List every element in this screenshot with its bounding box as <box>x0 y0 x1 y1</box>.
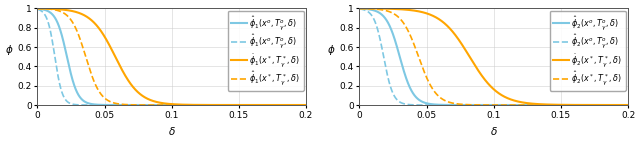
$\hat{\phi}_2(x^o, T^o_\gamma, \delta)$ <box>356 8 364 10</box>
$\dot{\phi}_2(x^*, T^*_\gamma, \delta)$ <box>402 9 410 11</box>
X-axis label: $\delta$: $\delta$ <box>490 125 498 137</box>
Line: $\hat{\phi}_2(x^o, T^o_\gamma, \delta)$: $\hat{\phi}_2(x^o, T^o_\gamma, \delta)$ <box>360 9 628 105</box>
$\dot{\phi}_2(x^*, T^*_\gamma, \delta)$ <box>387 8 394 10</box>
$\dot{\phi}_2(x^*, T^*_\gamma, \delta)$ <box>459 44 467 46</box>
$\hat{\phi}_1(x^o, T^o_\gamma, \delta)$ <box>297 104 305 106</box>
$\hat{\phi}_2(x^o, T^o_\gamma, \delta)$ <box>459 104 467 106</box>
$\hat{\phi}_2(x^*, T^*_\gamma, \delta)$ <box>387 11 394 13</box>
$\hat{\phi}_2(x^o, T^o_\gamma, \delta)$ <box>402 103 410 105</box>
$\hat{\phi}_1(x^o, T^o_\gamma, \delta)$ <box>268 104 276 106</box>
$\dot{\phi}_2(x^*, T^*_\gamma, \delta)$ <box>590 104 598 106</box>
Line: $\dot{\phi}_2(x^*, T^*_\gamma, \delta)$: $\dot{\phi}_2(x^*, T^*_\gamma, \delta)$ <box>360 8 628 105</box>
$\hat{\phi}_2(x^*, T^*_\gamma, \delta)$ <box>624 104 632 106</box>
$\hat{\phi}_1(x^o, T^o_\gamma, \delta)$ <box>80 100 88 102</box>
Y-axis label: $\phi$: $\phi$ <box>327 43 335 57</box>
$\hat{\phi}_2(x^o, T^o_\gamma, \delta)$ <box>387 85 394 86</box>
$\hat{\phi}_1(x^*, T^*_\gamma, \delta)$ <box>297 104 305 106</box>
$\hat{\phi}_1(x^o, T^o_\gamma, \delta)$ <box>33 8 41 10</box>
Line: $\hat{\phi}_2(x^*, T^*_\gamma, \delta)$: $\hat{\phi}_2(x^*, T^*_\gamma, \delta)$ <box>360 9 628 105</box>
$\hat{\phi}_2(x^o, T^o_\gamma, \delta)$ <box>402 77 410 79</box>
$\hat{\phi}_1(x^o, T^o_\gamma, \delta)$ <box>64 101 72 103</box>
$\hat{\phi}_1(x^*, T^*_\gamma, \delta)$ <box>302 104 310 106</box>
$\hat{\phi}_2(x^*, T^*_\gamma, \delta)$ <box>402 26 410 28</box>
$\hat{\phi}_2(x^*, T^*_\gamma, \delta)$ <box>470 104 478 106</box>
$\hat{\phi}_1(x^*, T^*_\gamma, \delta)$ <box>64 16 72 17</box>
$\dot{\phi}_1(x^*, T^*_\gamma, \delta)$ <box>302 104 310 106</box>
$\hat{\phi}_1(x^o, T^o_\gamma, \delta)$ <box>80 104 88 106</box>
$\hat{\phi}_2(x^o, T^o_\gamma, \delta)$ <box>619 104 627 106</box>
$\hat{\phi}_2(x^*, T^*_\gamma, \delta)$ <box>459 104 467 105</box>
$\hat{\phi}_1(x^o, T^o_\gamma, \delta)$ <box>148 104 156 106</box>
$\hat{\phi}_2(x^*, T^*_\gamma, \delta)$ <box>356 8 364 9</box>
Line: $\dot{\phi}_1(x^*, T^*_\gamma, \delta)$: $\dot{\phi}_1(x^*, T^*_\gamma, \delta)$ <box>37 9 306 105</box>
$\hat{\phi}_2(x^o, T^o_\gamma, \delta)$ <box>470 104 478 106</box>
$\hat{\phi}_1(x^*, T^*_\gamma, \delta)$ <box>80 50 88 52</box>
Legend: $\hat{\phi}_1(x^o, T^o_\gamma, \delta)$, $\hat{\phi}_1(x^o, T^o_\gamma, \delta)$: $\hat{\phi}_1(x^o, T^o_\gamma, \delta)$,… <box>228 11 303 91</box>
$\dot{\phi}_2(x^*, T^*_\gamma, \delta)$ <box>470 63 478 65</box>
Line: $\hat{\phi}_1(x^*, T^*_\gamma, \delta)$: $\hat{\phi}_1(x^*, T^*_\gamma, \delta)$ <box>37 9 306 105</box>
$\hat{\phi}_1(x^o, T^o_\gamma, \delta)$ <box>136 104 144 106</box>
$\hat{\phi}_1(x^*, T^*_\gamma, \delta)$ <box>136 104 144 106</box>
$\hat{\phi}_2(x^o, T^o_\gamma, \delta)$ <box>590 104 598 106</box>
$\hat{\phi}_2(x^o, T^o_\gamma, \delta)$ <box>387 26 394 28</box>
Legend: $\hat{\phi}_2(x^o, T^o_\gamma, \delta)$, $\hat{\phi}_2(x^o, T^o_\gamma, \delta)$: $\hat{\phi}_2(x^o, T^o_\gamma, \delta)$,… <box>550 11 625 91</box>
$\dot{\phi}_1(x^*, T^*_\gamma, \delta)$ <box>136 93 144 95</box>
$\hat{\phi}_1(x^o, T^o_\gamma, \delta)$ <box>302 104 310 106</box>
$\hat{\phi}_1(x^o, T^o_\gamma, \delta)$ <box>148 104 156 106</box>
$\dot{\phi}_1(x^*, T^*_\gamma, \delta)$ <box>297 104 305 106</box>
$\hat{\phi}_1(x^o, T^o_\gamma, \delta)$ <box>302 104 310 106</box>
$\hat{\phi}_2(x^o, T^o_\gamma, \delta)$ <box>590 104 598 106</box>
X-axis label: $\delta$: $\delta$ <box>168 125 175 137</box>
Line: $\hat{\phi}_1(x^o, T^o_\gamma, \delta)$: $\hat{\phi}_1(x^o, T^o_\gamma, \delta)$ <box>37 9 306 105</box>
$\hat{\phi}_2(x^o, T^o_\gamma, \delta)$ <box>356 8 364 10</box>
$\hat{\phi}_1(x^*, T^*_\gamma, \delta)$ <box>268 104 276 106</box>
$\hat{\phi}_2(x^o, T^o_\gamma, \delta)$ <box>459 104 467 106</box>
$\dot{\phi}_1(x^*, T^*_\gamma, \delta)$ <box>64 9 72 11</box>
$\hat{\phi}_2(x^o, T^o_\gamma, \delta)$ <box>624 104 632 106</box>
$\hat{\phi}_1(x^o, T^o_\gamma, \delta)$ <box>268 104 276 106</box>
$\dot{\phi}_2(x^*, T^*_\gamma, \delta)$ <box>624 104 632 106</box>
$\hat{\phi}_2(x^*, T^*_\gamma, \delta)$ <box>590 104 598 106</box>
Y-axis label: $\phi$: $\phi$ <box>5 43 13 57</box>
$\hat{\phi}_2(x^o, T^o_\gamma, \delta)$ <box>619 104 627 106</box>
$\dot{\phi}_2(x^*, T^*_\gamma, \delta)$ <box>356 8 364 9</box>
$\dot{\phi}_2(x^*, T^*_\gamma, \delta)$ <box>619 104 627 106</box>
$\hat{\phi}_2(x^o, T^o_\gamma, \delta)$ <box>470 104 478 106</box>
$\hat{\phi}_1(x^o, T^o_\gamma, \delta)$ <box>136 104 144 106</box>
$\dot{\phi}_1(x^*, T^*_\gamma, \delta)$ <box>148 100 156 102</box>
$\hat{\phi}_1(x^*, T^*_\gamma, \delta)$ <box>148 104 156 106</box>
$\hat{\phi}_1(x^*, T^*_\gamma, \delta)$ <box>33 8 41 9</box>
$\dot{\phi}_1(x^*, T^*_\gamma, \delta)$ <box>80 14 88 16</box>
$\dot{\phi}_1(x^*, T^*_\gamma, \delta)$ <box>268 104 276 106</box>
$\hat{\phi}_1(x^o, T^o_\gamma, \delta)$ <box>297 104 305 106</box>
Line: $\hat{\phi}_1(x^o, T^o_\gamma, \delta)$: $\hat{\phi}_1(x^o, T^o_\gamma, \delta)$ <box>37 9 306 105</box>
$\dot{\phi}_1(x^*, T^*_\gamma, \delta)$ <box>33 8 41 9</box>
$\hat{\phi}_2(x^o, T^o_\gamma, \delta)$ <box>624 104 632 106</box>
$\hat{\phi}_1(x^o, T^o_\gamma, \delta)$ <box>64 61 72 62</box>
$\hat{\phi}_2(x^*, T^*_\gamma, \delta)$ <box>619 104 627 106</box>
Line: $\hat{\phi}_2(x^o, T^o_\gamma, \delta)$: $\hat{\phi}_2(x^o, T^o_\gamma, \delta)$ <box>360 9 628 105</box>
$\hat{\phi}_1(x^o, T^o_\gamma, \delta)$ <box>33 8 41 10</box>
